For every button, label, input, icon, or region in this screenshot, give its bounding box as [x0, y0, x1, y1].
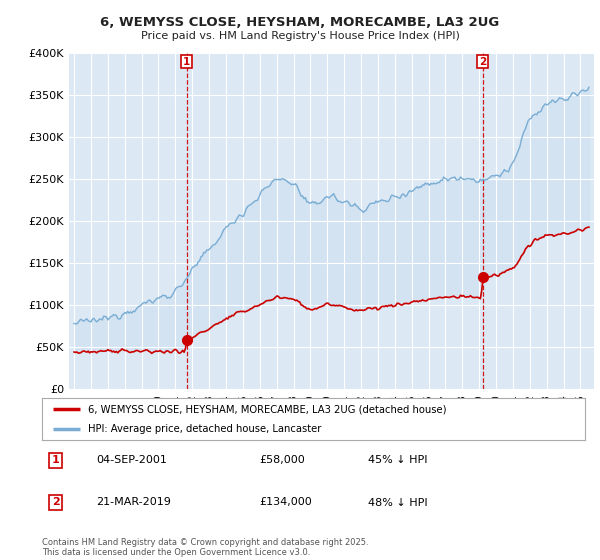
Text: 04-SEP-2001: 04-SEP-2001: [97, 455, 167, 465]
Text: 1: 1: [52, 455, 59, 465]
Text: 2: 2: [479, 57, 487, 67]
Text: Price paid vs. HM Land Registry's House Price Index (HPI): Price paid vs. HM Land Registry's House …: [140, 31, 460, 41]
Text: 21-MAR-2019: 21-MAR-2019: [97, 497, 171, 507]
Text: £58,000: £58,000: [259, 455, 305, 465]
Text: 6, WEMYSS CLOSE, HEYSHAM, MORECAMBE, LA3 2UG: 6, WEMYSS CLOSE, HEYSHAM, MORECAMBE, LA3…: [100, 16, 500, 29]
Text: 1: 1: [183, 57, 190, 67]
Text: HPI: Average price, detached house, Lancaster: HPI: Average price, detached house, Lanc…: [88, 424, 322, 433]
Text: 45% ↓ HPI: 45% ↓ HPI: [368, 455, 427, 465]
Text: £134,000: £134,000: [259, 497, 312, 507]
Text: 2: 2: [52, 497, 59, 507]
Text: 6, WEMYSS CLOSE, HEYSHAM, MORECAMBE, LA3 2UG (detached house): 6, WEMYSS CLOSE, HEYSHAM, MORECAMBE, LA3…: [88, 404, 446, 414]
Text: 48% ↓ HPI: 48% ↓ HPI: [368, 497, 427, 507]
Text: Contains HM Land Registry data © Crown copyright and database right 2025.
This d: Contains HM Land Registry data © Crown c…: [42, 538, 368, 557]
